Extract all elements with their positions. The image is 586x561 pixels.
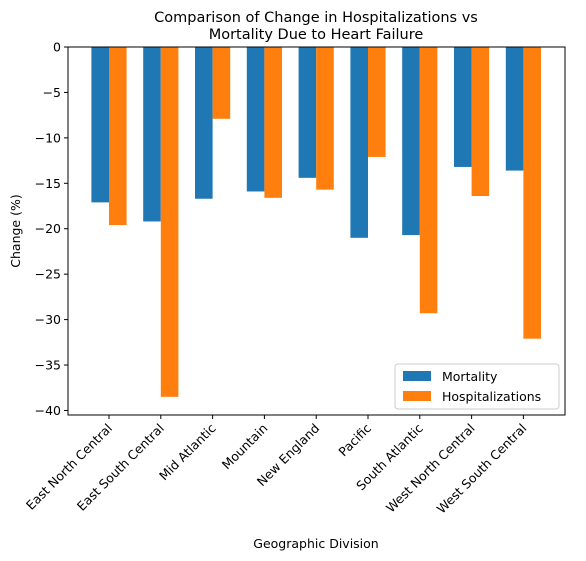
y-tick-label: −40: [35, 403, 61, 418]
bars-group: [91, 47, 541, 397]
legend-box: [394, 363, 560, 410]
y-tick-label: −35: [35, 358, 61, 373]
chart-title-line-1: Comparison of Change in Hospitalizations…: [154, 10, 478, 26]
plot-frame: [67, 46, 566, 416]
bar-hospitalizations-new-england: [316, 47, 334, 190]
y-axis-label: Change (%): [8, 194, 23, 267]
bar-hospitalizations-pacific: [368, 47, 386, 157]
x-tick-label-west-south-central: West South Central: [434, 421, 530, 517]
x-tick-label-east-south-central: East South Central: [74, 421, 167, 514]
x-tick-label-pacific: Pacific: [335, 420, 374, 459]
legend-label-mortality: Mortality: [442, 369, 498, 384]
bar-mortality-west-north-central: [454, 47, 472, 167]
legend-label-hospitalizations: Hospitalizations: [442, 389, 541, 404]
bar-hospitalizations-east-south-central: [160, 47, 179, 397]
x-axis-label: Geographic Division: [253, 536, 378, 551]
bar-mortality-west-south-central: [505, 47, 524, 171]
legend-swatch-hospitalizations: [403, 391, 431, 401]
bar-mortality-south-atlantic: [402, 47, 420, 236]
legend: Mortality Hospitalizations: [394, 363, 560, 410]
legend-swatch-mortality: [403, 371, 431, 381]
bar-mortality-mid-atlantic: [195, 47, 213, 199]
bar-mortality-new-england: [298, 47, 317, 178]
bar-hospitalizations-west-south-central: [523, 47, 541, 339]
chart-title-line-2: Mortality Due to Heart Failure: [209, 27, 424, 43]
y-tick-label: −25: [35, 267, 61, 282]
bar-hospitalizations-west-north-central: [471, 47, 490, 197]
x-tick-label-west-north-central: West North Central: [383, 421, 478, 516]
y-tick-label: −30: [35, 312, 61, 327]
y-tick-label: 0: [53, 40, 61, 55]
y-tick-label: −10: [35, 130, 61, 145]
bar-hospitalizations-south-atlantic: [419, 47, 438, 314]
bar-hospitalizations-mid-atlantic: [212, 47, 231, 119]
bar-mortality-east-north-central: [91, 47, 109, 203]
x-tick-label-mountain: Mountain: [219, 421, 271, 473]
bar-mortality-mountain: [246, 47, 265, 192]
bar-mortality-east-south-central: [143, 47, 161, 222]
y-tick-label: −15: [35, 176, 61, 191]
bar-hospitalizations-east-north-central: [109, 47, 127, 226]
bar-mortality-pacific: [350, 47, 368, 238]
y-tick-label: −20: [35, 221, 61, 236]
y-tick-label: −5: [43, 85, 61, 100]
x-tick-label-east-north-central: East North Central: [23, 421, 115, 513]
y-axis: 0 −5 −10 −15 −20 −25 −30 −35 −40: [35, 40, 68, 418]
bar-hospitalizations-mountain: [264, 47, 282, 198]
